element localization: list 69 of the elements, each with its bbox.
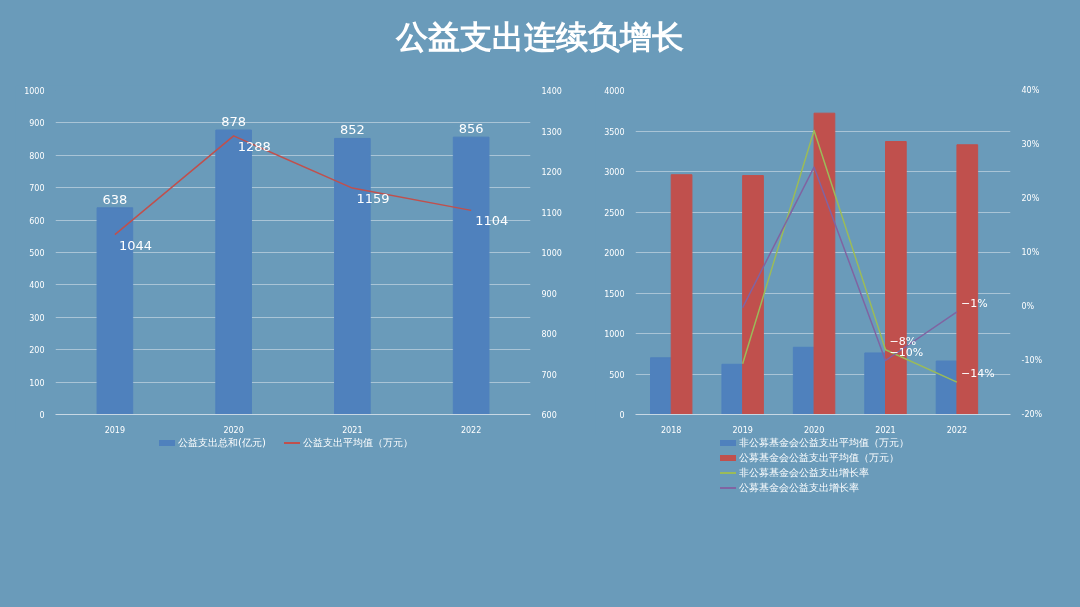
y-tick-label: 900 [29, 119, 45, 129]
y-tick-label: 0 [619, 411, 625, 420]
y2-tick-label: 800 [541, 330, 557, 339]
data-label: 1104 [475, 213, 509, 229]
y-tick-label: 2500 [604, 208, 625, 218]
line-series [741, 166, 958, 362]
bar [670, 174, 693, 415]
y-tick-label: 1000 [604, 330, 625, 339]
y2-tick-label: 1000 [541, 249, 562, 258]
legend-label: 非公募基金会公益支出平均值（万元） [738, 437, 909, 448]
y2-tick-label: 40% [1021, 86, 1040, 95]
legend-label: 公募基金会公益支出平均值（万元） [738, 452, 899, 463]
y-tick-label: 800 [29, 151, 45, 161]
data-label: 878 [221, 114, 247, 130]
y2-tick-label: 600 [541, 411, 557, 420]
y2-tick-label: 1400 [541, 87, 562, 96]
y2-tick-label: 1100 [541, 208, 562, 218]
y-tick-label: 300 [29, 313, 45, 323]
y2-tick-label: 1300 [541, 127, 562, 137]
y-tick-label: 600 [29, 216, 45, 226]
x-tick-label: 2020 [803, 425, 825, 435]
y-tick-label: 1000 [24, 87, 45, 96]
data-label: 1044 [118, 237, 152, 253]
legend-label: 非公募基金会公益支出增长率 [738, 467, 869, 478]
bar [864, 352, 886, 415]
bar [813, 112, 836, 415]
bar [742, 175, 764, 415]
legend-label: 公益支出平均值（万元） [301, 437, 413, 448]
y-tick-label: 500 [609, 370, 625, 380]
y2-tick-label: 30% [1021, 140, 1040, 149]
chart-title: 公益支出连续负增长 [396, 17, 684, 58]
x-tick-label: 2018 [661, 425, 682, 435]
y2-tick-label: 10% [1021, 248, 1040, 257]
y-tick-label: 200 [29, 346, 45, 356]
y-tick-label: 0 [39, 411, 45, 420]
y2-tick-label: 700 [541, 370, 557, 380]
y-tick-label: 4000 [604, 87, 625, 96]
bar [792, 346, 815, 415]
y2-tick-label: -20% [1021, 410, 1043, 419]
data-label: −14% [960, 367, 995, 381]
x-tick-label: 2021 [875, 425, 896, 435]
x-tick-label: 2022 [946, 425, 968, 435]
data-label: 1159 [356, 191, 390, 207]
data-label: 856 [458, 121, 484, 137]
y-tick-label: 1500 [604, 289, 625, 299]
x-tick-label: 2019 [104, 425, 126, 435]
y2-tick-label: 1200 [541, 168, 562, 177]
y2-tick-label: -10% [1021, 356, 1043, 365]
y-tick-label: 3000 [604, 168, 625, 177]
line-series [741, 129, 958, 383]
legend-label: 公益支出总和(亿元) [177, 437, 266, 448]
y-tick-label: 400 [29, 281, 45, 291]
x-tick-label: 2021 [342, 425, 363, 435]
y2-tick-label: 20% [1021, 194, 1040, 203]
x-tick-label: 2019 [732, 425, 753, 435]
y-tick-label: 500 [29, 249, 45, 258]
y-tick-label: 100 [29, 378, 45, 388]
data-label: 638 [102, 191, 128, 207]
bar [650, 357, 672, 415]
legend-label: 公募基金会公益支出增长率 [738, 482, 859, 493]
data-label: 852 [339, 122, 365, 138]
x-tick-label: 2020 [223, 425, 244, 435]
y-tick-label: 700 [29, 184, 45, 194]
y-tick-label: 2000 [604, 249, 625, 258]
y2-tick-label: 0% [1021, 302, 1035, 311]
y2-tick-label: 900 [541, 289, 557, 299]
bar [721, 363, 744, 415]
x-tick-label: 2022 [460, 425, 482, 435]
y-tick-label: 3500 [604, 127, 625, 137]
